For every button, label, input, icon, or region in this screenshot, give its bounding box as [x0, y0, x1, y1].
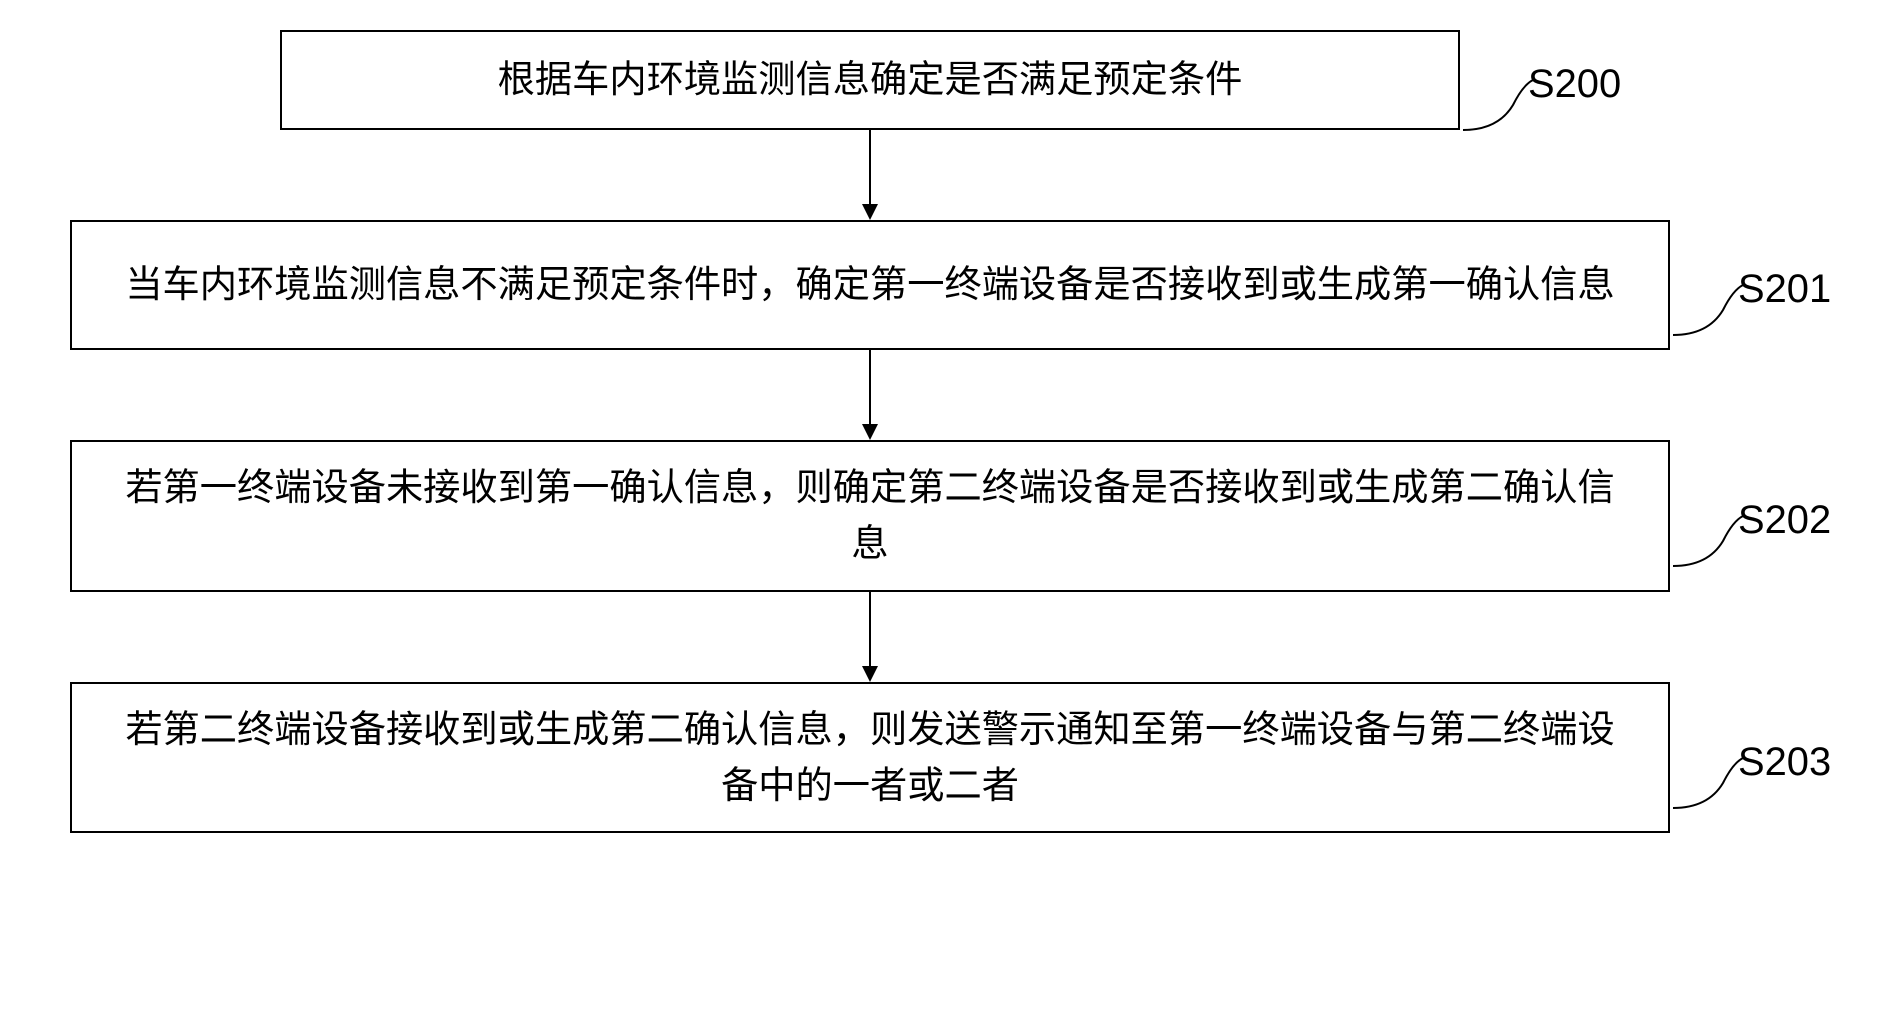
step-box-s200: 根据车内环境监测信息确定是否满足预定条件: [280, 30, 1460, 130]
arrow-s201-s202: [70, 350, 1670, 440]
step-text: 若第二终端设备接收到或生成第二确认信息，则发送警示通知至第一终端设备与第二终端设…: [112, 702, 1628, 814]
step-text: 当车内环境监测信息不满足预定条件时，确定第一终端设备是否接收到或生成第一确认信息: [125, 257, 1614, 313]
arrow-down-icon: [855, 592, 885, 682]
step-row-s203: 若第二终端设备接收到或生成第二确认信息，则发送警示通知至第一终端设备与第二终端设…: [70, 682, 1820, 834]
step-text: 若第一终端设备未接收到第一确认信息，则确定第二终端设备是否接收到或生成第二确认信…: [112, 460, 1628, 572]
step-row-s202: 若第一终端设备未接收到第一确认信息，则确定第二终端设备是否接收到或生成第二确认信…: [70, 440, 1820, 592]
step-row-s201: 当车内环境监测信息不满足预定条件时，确定第一终端设备是否接收到或生成第一确认信息…: [70, 220, 1820, 350]
step-row-s200: 根据车内环境监测信息确定是否满足预定条件 S200: [70, 30, 1820, 130]
connector-curve-icon: [1673, 285, 1743, 345]
arrow-s200-s201: [70, 130, 1670, 220]
step-label: S201: [1738, 267, 1831, 312]
connector-curve-icon: [1673, 758, 1743, 818]
step-box-s201: 当车内环境监测信息不满足预定条件时，确定第一终端设备是否接收到或生成第一确认信息: [70, 220, 1670, 350]
step-box-s203: 若第二终端设备接收到或生成第二确认信息，则发送警示通知至第一终端设备与第二终端设…: [70, 682, 1670, 834]
arrow-down-icon: [855, 130, 885, 220]
connector-curve-icon: [1673, 516, 1743, 576]
step-box-s202: 若第一终端设备未接收到第一确认信息，则确定第二终端设备是否接收到或生成第二确认信…: [70, 440, 1670, 592]
step-text: 根据车内环境监测信息确定是否满足预定条件: [498, 52, 1243, 108]
step-label: S202: [1738, 498, 1831, 543]
step-label: S200: [1528, 62, 1621, 107]
arrow-down-icon: [855, 350, 885, 440]
flowchart-container: 根据车内环境监测信息确定是否满足预定条件 S200 当车内环境监测信息不满足预定…: [70, 30, 1820, 833]
arrow-s202-s203: [70, 592, 1670, 682]
step-label: S203: [1738, 740, 1831, 785]
